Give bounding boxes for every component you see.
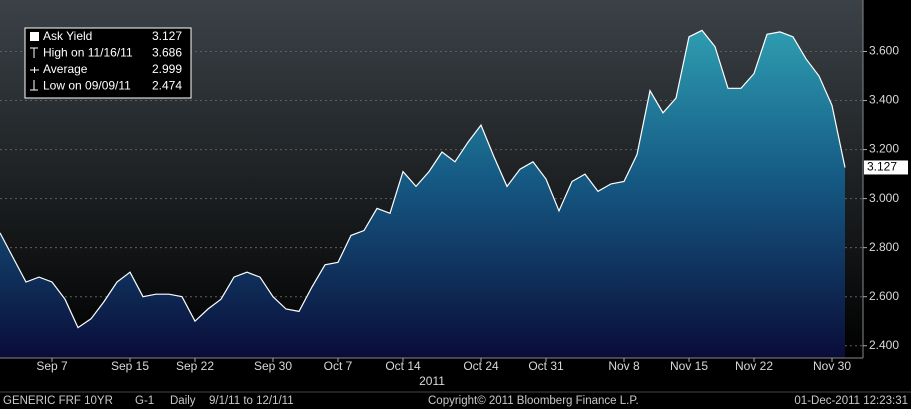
x-tick-label: Nov 30 <box>813 359 851 373</box>
x-tick-label: Oct 14 <box>385 359 421 373</box>
legend-value: 2.474 <box>152 79 182 93</box>
x-tick-label: Oct 7 <box>324 359 353 373</box>
legend-value: 2.999 <box>152 62 182 76</box>
line <box>0 29 846 329</box>
last-value-label: 3.127 <box>867 160 897 174</box>
legend-label: Average <box>43 62 88 76</box>
legend-symbol <box>30 32 39 41</box>
y-tick-label: 3.200 <box>869 142 899 156</box>
x-tick-label: Nov 15 <box>670 359 708 373</box>
area <box>0 30 845 359</box>
y-tick-label: 3.400 <box>869 93 899 107</box>
legend-symbol <box>30 47 38 58</box>
legend-value: 3.127 <box>152 29 182 43</box>
x-tick-label: Sep 22 <box>176 359 214 373</box>
legend: Ask Yield 3.127 High on 11/16/11 3.686 Avera… <box>24 27 192 99</box>
y-tick-label: 2.600 <box>869 289 899 303</box>
footer-copyright: Copyright© 2011 Bloomberg Finance L.P. <box>428 395 639 407</box>
legend-label: High on 11/16/11 <box>43 46 133 60</box>
x-tick-label: Nov 8 <box>608 359 640 373</box>
y-tick-label: 2.800 <box>869 240 899 254</box>
y-tick-label: 2.400 <box>869 338 899 352</box>
y-tick-label: 3.600 <box>869 44 899 58</box>
x-axis-label: 2011 <box>419 374 445 388</box>
x-tick-label: Oct 31 <box>528 359 564 373</box>
footer-range: 9/1/11 to 12/1/11 <box>209 395 294 407</box>
footer-period: Daily <box>170 395 196 407</box>
legend-value: 3.686 <box>152 46 182 60</box>
y-tick-label: 3.000 <box>869 191 899 205</box>
last-value-box <box>864 160 908 175</box>
x-tick-label: Nov 22 <box>735 359 773 373</box>
x-tick-label: Sep 7 <box>36 359 68 373</box>
legend-box <box>24 27 192 99</box>
legend-symbol <box>30 80 38 91</box>
x-tick-label: Oct 24 <box>463 359 499 373</box>
legend-symbol <box>30 67 39 73</box>
footer-timestamp: 01-Dec-2011 12:23:31 <box>794 395 908 407</box>
legend-label: Low on 09/09/11 <box>43 79 131 93</box>
legend-label: Ask Yield <box>43 29 92 43</box>
x-tick-label: Sep 15 <box>111 359 149 373</box>
footer-ticker: GENERIC FRF 10YR <box>3 395 113 407</box>
footer-page: G-1 <box>135 395 154 407</box>
x-tick-label: Sep 30 <box>254 359 292 373</box>
